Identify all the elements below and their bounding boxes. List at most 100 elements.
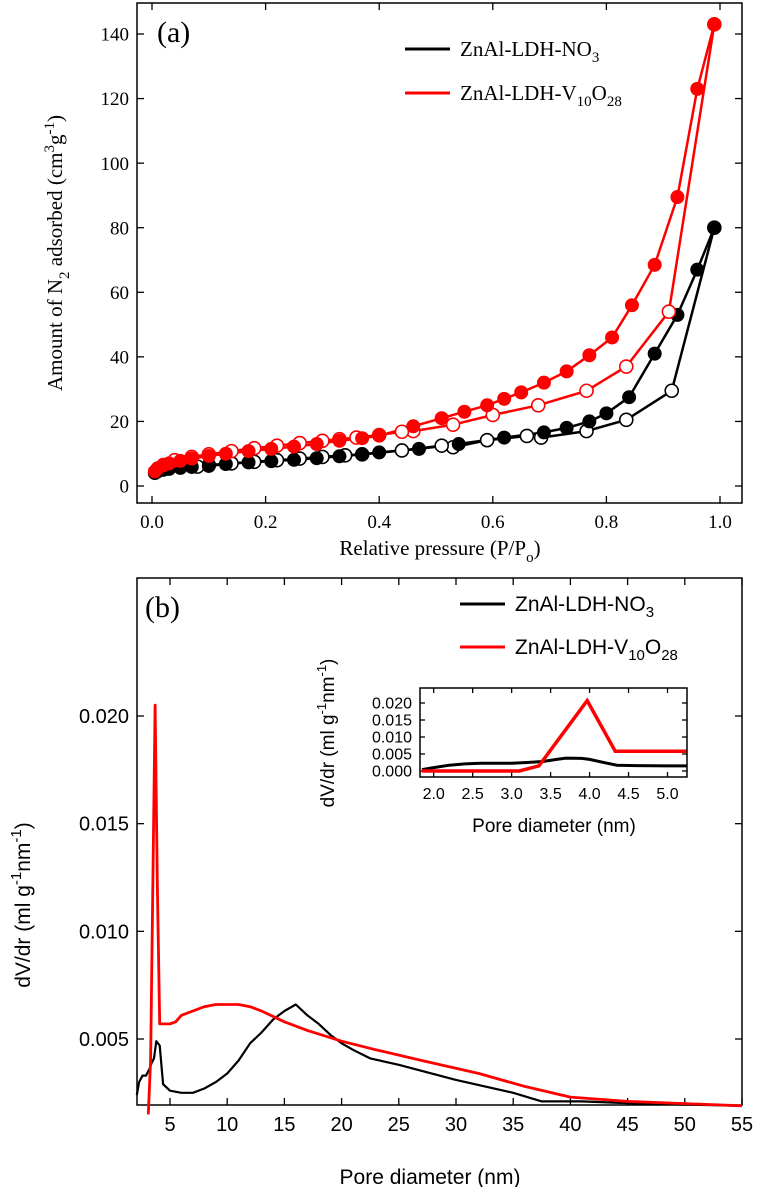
inset-x-tick-label: 2.0 [423,786,445,803]
panel-a-y-axis-label: Amount of N2 adsorbed (cm3g-1) [42,115,73,391]
panel-a-adsorption-point-v10o28 [241,444,256,459]
panel-a-adsorption-point-v10o28 [647,257,662,272]
panel-b-y-label-p4: ) [12,822,35,829]
panel-a-adsorption-point-no3 [287,452,301,467]
inset-y-tick-label: 0.020 [372,696,412,713]
panel-a-desorption-point-no3 [664,383,680,399]
panel-a-adsorption-point-v10o28 [457,404,472,419]
panel-a-y-tick-label: 100 [101,154,130,175]
panel-a-y-tick-label: 60 [110,283,129,304]
panel-a-adsorption-point-v10o28 [497,391,512,406]
panel-a-adsorption-point-v10o28 [536,375,551,390]
panel-a-y-tick-label: 140 [101,25,130,46]
panel-a-adsorption-point-no3 [690,262,705,277]
panel-a-adsorption-point-v10o28 [406,419,421,434]
inset-y-label-p4: ) [318,659,339,665]
panel-a-desorption-point-v10o28 [618,359,634,374]
panel-a-x-tick-label: 0.6 [481,512,505,533]
legend-a-label-v-main: ZnAl-LDH-V [460,81,577,105]
panel-b-x-axis-label: Pore diameter (nm) [340,1166,521,1187]
panel-a-x-axis-label-sub: o [526,550,534,566]
panel-b-y-tick-label: 0.015 [79,814,129,836]
legend-b-label-v-tail: O [645,636,661,659]
panel-a-x-axis-label-main: Relative pressure (P/P [339,536,526,560]
inset-y-label-p0: dV/dr (ml g [318,714,339,807]
panel-a-y-label-p0: Amount of N [43,279,67,391]
inset-y-axis-label: dV/dr (ml g-1nm-1) [314,659,339,808]
panel-a-desorption-point-v10o28 [394,424,410,440]
panel-a-desorption-point-no3 [434,438,449,453]
panel-b-x-tick-label: 45 [616,1114,638,1136]
panel-b-x-tick-label: 15 [273,1114,295,1136]
legend-a-label-no3: ZnAl-LDH-NO3 [460,37,599,66]
panel-a-adsorption-point-v10o28 [218,446,233,461]
legend-b-label-v-sub2: 28 [661,647,678,664]
panel-a-adsorption-point-no3 [355,447,370,462]
panel-b-y-label-p2: nm [12,843,35,872]
panel-a-adsorption-point-no3 [411,441,426,456]
legend-a-label-no3-main: ZnAl-LDH-NO [460,37,592,61]
panel-b-label: (b) [145,591,180,624]
panel-b-x-tick-label: 5 [164,1114,175,1136]
panel-a-adsorption-point-v10o28 [173,453,188,468]
panel-a-desorption-point-v10o28 [661,304,677,319]
panel-a-adsorption-point-no3 [264,454,279,469]
legend-a-label-no3-sub: 3 [592,50,600,66]
legend-b-label-no3: ZnAl-LDH-NO3 [515,593,654,621]
panel-b-x-tick-label: 20 [330,1114,352,1136]
panel-a-x-tick-label: 0.2 [254,512,278,533]
panel-a-adsorption-point-v10o28 [287,439,301,454]
panel-a-y-label-p2: adsorbed (cm [43,153,67,272]
panel-a-adsorption-point-no3 [622,390,637,405]
panel-a-adsorption-point-v10o28 [559,364,574,379]
inset-x-axis-label: Pore diameter (nm) [472,816,636,837]
panel-b-plot-frame [136,577,743,1106]
panel-b-y-axis-label: dV/dr (ml g-1nm-1) [8,822,35,988]
panel-a-desorption-point-v10o28 [445,417,461,432]
panel-a-adsorption-point-v10o28 [184,451,199,466]
panel-a-adsorption-point-v10o28 [201,448,216,463]
panel-b-x-tick-label: 25 [388,1114,410,1136]
panel-b-y-tick-label: 0.005 [79,1029,129,1051]
panel-a-adsorption-point-v10o28 [264,441,279,456]
inset-x-tick-label: 4.0 [578,786,600,803]
panel-a-adsorption-point-no3 [309,451,324,466]
panel-b-x-tick-label: 40 [559,1114,581,1136]
panel-b-series [135,703,743,1115]
panel-a-x-tick-label: 0.0 [140,512,164,533]
panel-a-adsorption-point-no3 [559,420,574,435]
panel-a-adsorption-point-no3 [536,425,551,440]
inset-y-label-p1: -1 [314,703,329,715]
inset-ticks: 2.0 2.5 3.0 3.5 4.0 4.5 5.0 0.0000.0050.0100.01… [372,688,687,803]
panel-a-y-label-p4: g [43,134,67,145]
panel-b-y-tick-label: 0.020 [79,706,129,728]
inset-line-v10o28 [422,697,687,773]
panel-a-x-tick-label: 0.4 [367,512,391,533]
panel-b: 5 10 15 20 25 30 35 40 45 50 550.0050.0100.0150.02… [8,577,753,1187]
inset-x-tick-label: 2.5 [462,786,484,803]
legend-b-label-v10o28: ZnAl-LDH-V10O28 [515,636,678,664]
legend-b-label-no3-sub: 3 [646,604,654,621]
panel-a-y-tick-label: 120 [101,89,130,110]
panel-a-legend: ZnAl-LDH-NO3 ZnAl-LDH-V10O28 [405,37,622,110]
inset-frame [419,687,688,778]
panel-a-plot-frame [136,2,743,504]
inset-x-tick-label: 5.0 [656,786,678,803]
panel-b-y-tick-label: 0.010 [79,921,129,943]
panel-a-adsorption-point-v10o28 [355,431,370,446]
panel-a-desorption-point-no3 [394,443,410,458]
panel-a-y-label-p1: 2 [57,271,73,279]
panel-b-x-tick-label: 55 [731,1114,753,1136]
panel-a: 0.0 0.2 0.4 0.6 0.8 1.0 0 20 40 60 80 100 120 140 (a)… [42,2,743,566]
panel-a-x-tick-label: 1.0 [708,512,732,533]
legend-a-label-v-sub2: 28 [607,94,622,110]
panel-b-x-tick-label: 50 [674,1114,696,1136]
panel-a-x-tick-label: 0.8 [595,512,619,533]
panel-b-y-label-p3: -1 [8,829,25,842]
panel-a-adsorption-point-v10o28 [372,428,387,443]
panel-a-y-label-p6: ) [43,115,67,122]
legend-a-label-v-tail: O [592,81,607,105]
panel-a-y-tick-label: 0 [120,477,130,498]
panel-a-adsorption-point-v10o28 [624,298,639,313]
